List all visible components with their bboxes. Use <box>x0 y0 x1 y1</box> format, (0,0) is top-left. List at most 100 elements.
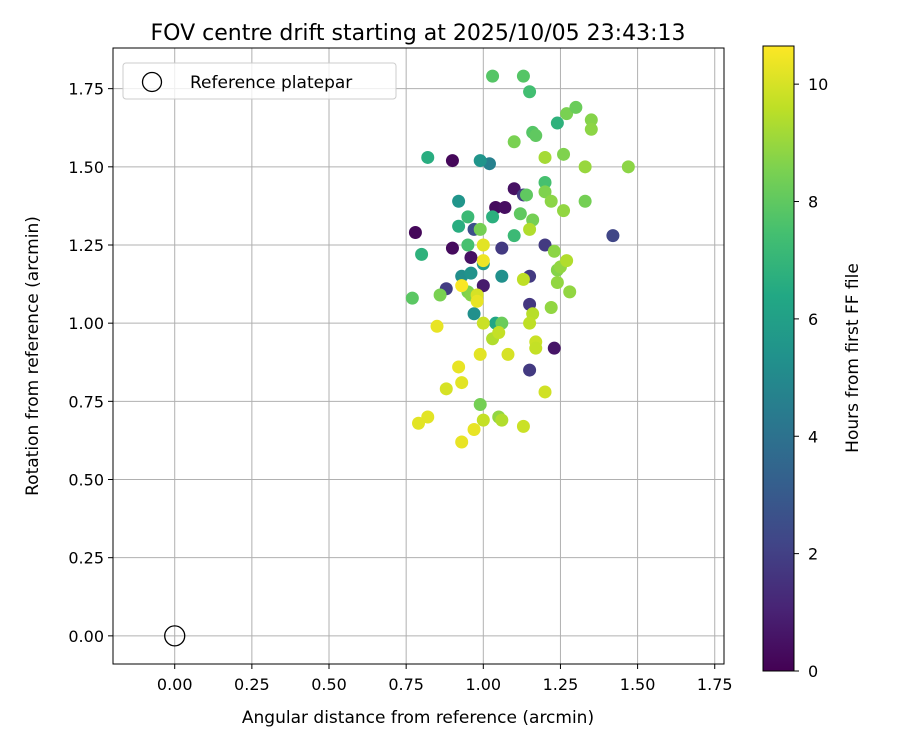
data-point <box>538 385 552 399</box>
data-point <box>415 247 429 261</box>
data-point <box>421 150 435 164</box>
y-tick-label: 0.50 <box>68 471 104 490</box>
data-point <box>464 251 478 265</box>
data-point <box>433 288 447 302</box>
grid-lines <box>113 48 724 664</box>
data-point <box>547 341 561 355</box>
y-tick-label: 0.00 <box>68 627 104 646</box>
data-point <box>516 69 530 83</box>
data-point <box>408 225 422 239</box>
x-tick-label: 0.00 <box>157 675 193 694</box>
data-point <box>452 360 466 374</box>
data-point <box>430 319 444 333</box>
data-point <box>606 229 620 243</box>
data-point <box>544 301 558 315</box>
data-point <box>455 279 469 293</box>
data-point <box>520 188 534 202</box>
data-point <box>461 238 475 252</box>
data-point <box>492 326 506 340</box>
data-point <box>405 291 419 305</box>
y-tick-label: 1.25 <box>68 236 104 255</box>
data-point <box>538 150 552 164</box>
colorbar-label: Hours from first FF file <box>843 263 863 453</box>
data-point <box>495 241 509 255</box>
data-point <box>578 194 592 208</box>
y-axis-ticks: 0.00 0.25 0.50 0.75 1.00 1.25 1.50 1.75 <box>68 80 113 646</box>
chart-title: FOV centre drift starting at 2025/10/05 … <box>151 21 686 46</box>
data-point <box>476 279 490 293</box>
data-point <box>523 222 537 236</box>
data-point <box>501 347 515 361</box>
data-point <box>523 363 537 377</box>
data-point <box>476 413 490 427</box>
colorbar-tick-label: 2 <box>808 545 818 564</box>
data-point <box>467 422 481 436</box>
data-point <box>584 122 598 136</box>
data-point <box>557 204 571 218</box>
data-point <box>495 269 509 283</box>
data-point <box>538 175 552 189</box>
data-point <box>513 207 527 221</box>
y-tick-label: 1.75 <box>68 80 104 99</box>
data-point <box>495 413 509 427</box>
x-tick-label: 0.50 <box>311 675 347 694</box>
data-point <box>563 285 577 299</box>
x-tick-label: 1.25 <box>543 675 579 694</box>
data-point <box>455 435 469 449</box>
data-point <box>507 135 521 149</box>
data-point <box>439 382 453 396</box>
data-point <box>412 416 425 430</box>
data-point <box>538 238 552 252</box>
y-tick-label: 0.25 <box>68 549 104 568</box>
legend-reference-marker <box>141 71 163 93</box>
data-point <box>516 419 530 433</box>
data-point <box>464 266 478 280</box>
y-tick-label: 0.75 <box>68 392 104 411</box>
data-point <box>523 85 537 99</box>
data-point <box>507 182 521 196</box>
reference-marker <box>164 625 186 647</box>
data-point <box>452 194 466 208</box>
data-point <box>523 316 537 330</box>
y-axis-label: Rotation from reference (arcmin) <box>23 216 43 496</box>
colorbar-tick-label: 8 <box>808 193 818 212</box>
data-point <box>461 210 475 224</box>
data-point <box>529 129 543 143</box>
data-point <box>445 154 459 168</box>
x-tick-label: 1.50 <box>620 675 656 694</box>
data-point <box>473 347 487 361</box>
data-point <box>455 376 469 390</box>
colorbar-ticks: 0 2 4 6 8 10 <box>794 75 828 681</box>
data-point <box>550 116 564 130</box>
colorbar-tick-label: 4 <box>808 427 818 446</box>
y-tick-label: 1.50 <box>68 158 104 177</box>
legend-label: Reference platepar <box>190 73 352 93</box>
reference-platepar-marker <box>164 625 186 647</box>
data-point <box>529 341 543 355</box>
data-point <box>498 200 512 214</box>
data-point <box>467 307 481 321</box>
y-tick-label: 1.00 <box>68 314 104 333</box>
data-point <box>476 238 490 252</box>
data-point <box>473 154 487 168</box>
data-point <box>452 219 466 233</box>
data-point <box>473 222 487 236</box>
data-point <box>569 100 583 114</box>
data-point <box>473 397 487 411</box>
colorbar <box>762 45 795 672</box>
data-point <box>560 107 574 121</box>
colorbar-tick-label: 10 <box>808 75 828 94</box>
data-point <box>486 69 500 83</box>
data-point <box>486 210 500 224</box>
data-point <box>538 185 552 199</box>
x-axis-label: Angular distance from reference (arcmin) <box>242 708 594 728</box>
data-point <box>578 160 592 174</box>
colorbar-tick-label: 6 <box>808 310 818 329</box>
colorbar-tick-label: 0 <box>808 662 818 681</box>
x-tick-label: 1.75 <box>697 675 733 694</box>
x-tick-label: 1.00 <box>465 675 501 694</box>
data-point <box>516 272 530 286</box>
data-point <box>621 160 635 174</box>
data-point <box>550 276 564 290</box>
